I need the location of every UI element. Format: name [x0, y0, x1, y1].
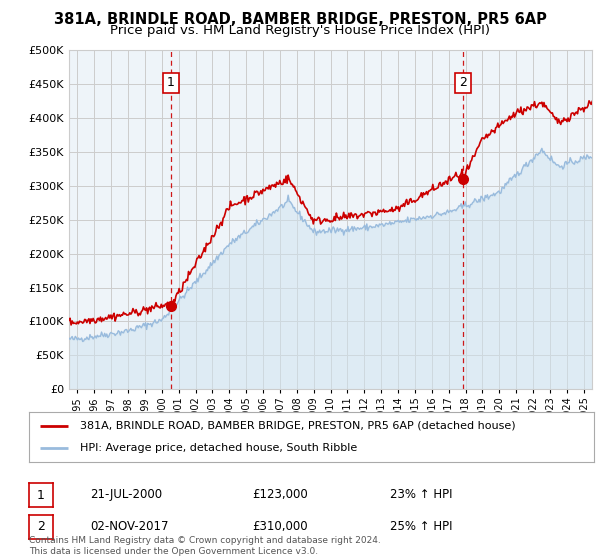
- Text: HPI: Average price, detached house, South Ribble: HPI: Average price, detached house, Sout…: [80, 443, 357, 453]
- Text: 25% ↑ HPI: 25% ↑ HPI: [390, 520, 452, 533]
- Text: 21-JUL-2000: 21-JUL-2000: [90, 488, 162, 501]
- Text: Price paid vs. HM Land Registry's House Price Index (HPI): Price paid vs. HM Land Registry's House …: [110, 24, 490, 37]
- Text: 02-NOV-2017: 02-NOV-2017: [90, 520, 169, 533]
- Text: 381A, BRINDLE ROAD, BAMBER BRIDGE, PRESTON, PR5 6AP (detached house): 381A, BRINDLE ROAD, BAMBER BRIDGE, PREST…: [80, 421, 515, 431]
- Text: 1: 1: [167, 76, 175, 90]
- Text: 2: 2: [37, 520, 45, 534]
- Text: £310,000: £310,000: [252, 520, 308, 533]
- Text: Contains HM Land Registry data © Crown copyright and database right 2024.
This d: Contains HM Land Registry data © Crown c…: [29, 536, 380, 556]
- Text: 1: 1: [37, 488, 45, 502]
- Text: £123,000: £123,000: [252, 488, 308, 501]
- Text: 2: 2: [459, 76, 467, 90]
- Text: 381A, BRINDLE ROAD, BAMBER BRIDGE, PRESTON, PR5 6AP: 381A, BRINDLE ROAD, BAMBER BRIDGE, PREST…: [53, 12, 547, 27]
- Text: 23% ↑ HPI: 23% ↑ HPI: [390, 488, 452, 501]
